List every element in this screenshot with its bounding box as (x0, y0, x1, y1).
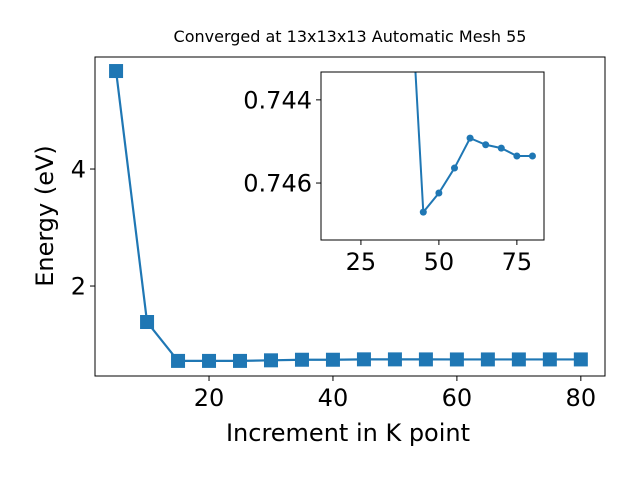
axes-frame (320, 71, 545, 241)
data-marker (202, 353, 217, 368)
data-marker (528, 152, 536, 160)
y-tick-label: 2 (71, 273, 86, 301)
data-line (114, 70, 581, 363)
x-tick-label: 20 (194, 384, 225, 412)
plot-area (321, 72, 544, 240)
data-marker (109, 64, 124, 79)
y-tick-label: 0.744 (243, 87, 312, 115)
axes-frame (94, 56, 606, 377)
data-marker (263, 353, 278, 368)
data-marker (573, 352, 588, 367)
y-axis-label: Energy (eV) (31, 145, 59, 287)
x-tick-label: 40 (318, 384, 349, 412)
data-marker (480, 352, 495, 367)
data-marker (513, 152, 521, 160)
data-marker (419, 208, 427, 216)
data-marker (418, 352, 433, 367)
data-marker (233, 353, 248, 368)
x-tick-label: 50 (424, 248, 455, 276)
data-marker (497, 144, 505, 152)
data-marker (542, 352, 557, 367)
x-tick-label: 75 (502, 248, 533, 276)
plot-content (109, 64, 588, 368)
data-marker (171, 353, 186, 368)
data-marker (140, 315, 155, 330)
chart-title: Converged at 13x13x13 Automatic Mesh 55 (174, 27, 527, 46)
x-tick-label: 60 (442, 384, 473, 412)
data-marker (435, 189, 443, 197)
x-tick-label: 80 (566, 384, 597, 412)
data-marker (294, 352, 309, 367)
y-tick-label: 0.746 (243, 170, 312, 198)
x-axis-label: Increment in K point (226, 419, 470, 447)
data-marker (450, 164, 458, 172)
data-marker (482, 141, 490, 149)
data-marker (466, 134, 474, 142)
x-tick-label: 25 (346, 248, 377, 276)
plot-content (414, 72, 536, 216)
data-marker (511, 352, 526, 367)
data-marker (449, 352, 464, 367)
data-marker (387, 352, 402, 367)
y-tick-label: 4 (71, 156, 86, 184)
data-marker (356, 352, 371, 367)
data-marker (325, 352, 340, 367)
